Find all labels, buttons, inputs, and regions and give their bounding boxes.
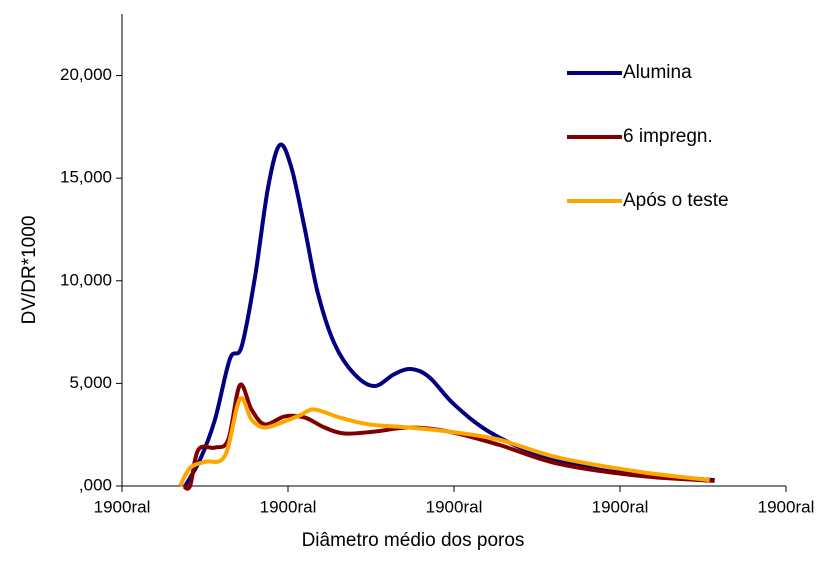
x-tick-label: 1900ral bbox=[758, 497, 815, 516]
y-tick-label: 5,000 bbox=[69, 373, 112, 392]
y-tick-label: 20,000 bbox=[60, 65, 112, 84]
x-tick-label: 1900ral bbox=[426, 497, 483, 516]
line-series bbox=[182, 382, 715, 491]
x-axis-title: Diâmetro médio dos poros bbox=[302, 530, 525, 551]
x-tick-label: 1900ral bbox=[94, 497, 151, 516]
y-tick-label: 15,000 bbox=[60, 168, 112, 187]
line-series bbox=[183, 142, 715, 488]
line-series bbox=[178, 396, 710, 487]
legend-label: 6 impregn. bbox=[623, 126, 713, 147]
y-tick-label: ,000 bbox=[79, 475, 112, 494]
y-axis-title: DV/DR*1000 bbox=[19, 216, 40, 325]
x-tick-label: 1900ral bbox=[592, 497, 649, 516]
x-tick-label: 1900ral bbox=[260, 497, 317, 516]
legend-label: Após o teste bbox=[623, 190, 729, 211]
legend-label: Alumina bbox=[623, 62, 692, 83]
y-tick-label: 10,000 bbox=[60, 270, 112, 289]
